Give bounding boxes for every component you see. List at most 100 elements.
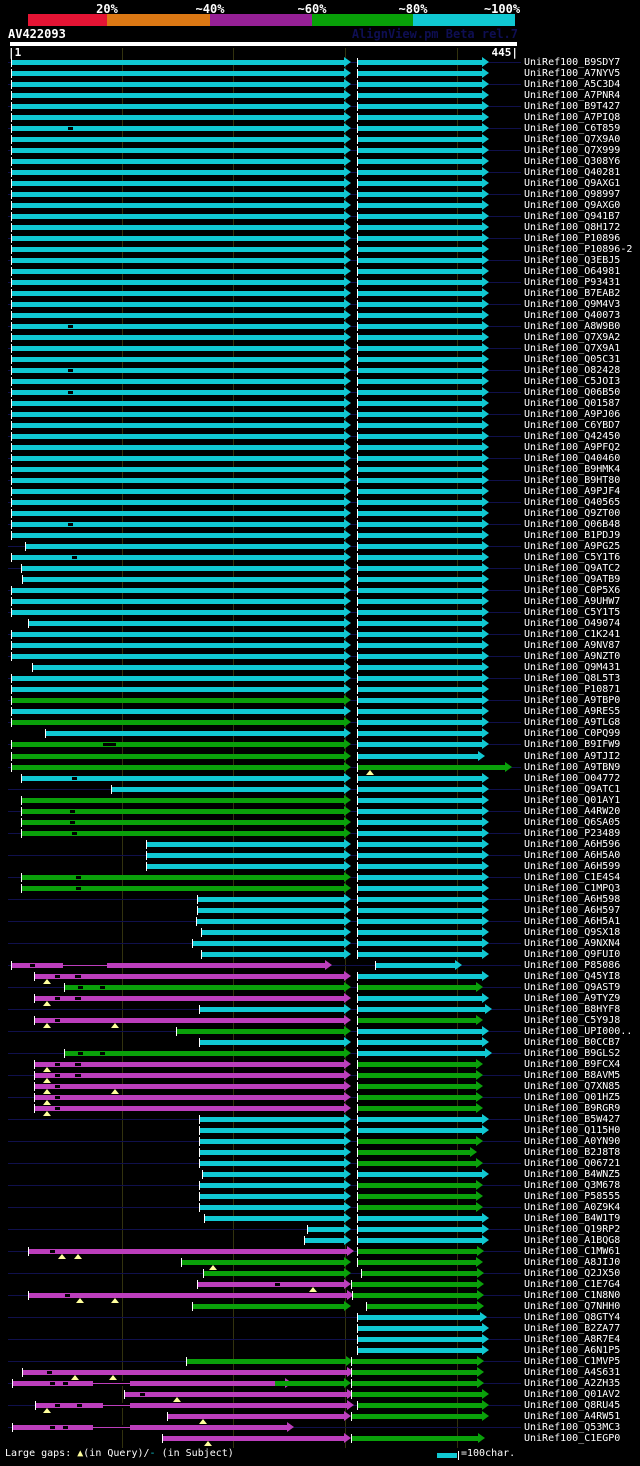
hit-label[interactable]: UniRef100_A8JIJ0 [524,1257,621,1268]
hsp-bar[interactable] [352,1392,482,1397]
hsp-bar[interactable] [12,632,344,637]
hsp-bar[interactable] [12,445,344,450]
hsp-bar[interactable] [358,489,482,494]
hsp-bar[interactable] [358,93,482,98]
hsp-bar[interactable] [358,1403,482,1408]
hsp-bar[interactable] [358,875,482,880]
hsp-bar[interactable] [358,1183,476,1188]
hit-label[interactable]: UniRef100_C6YBD7 [524,420,621,431]
hsp-bar[interactable] [12,93,344,98]
hsp-bar[interactable] [13,1381,285,1386]
hsp-bar[interactable] [202,930,344,935]
hsp-bar[interactable] [147,864,344,869]
hsp-bar[interactable] [12,742,344,747]
hit-label[interactable]: UniRef100_Q06721 [524,1158,621,1169]
hsp-bar[interactable] [29,621,344,626]
hit-label[interactable]: UniRef100_C1N8N0 [524,1290,621,1301]
hsp-bar[interactable] [358,500,482,505]
hsp-bar[interactable] [358,974,482,979]
hsp-bar[interactable] [358,864,482,869]
hit-label[interactable]: UniRef100_B9HT80 [524,475,621,486]
hsp-bar[interactable] [12,137,344,142]
hit-label[interactable]: UniRef100_A9UHW7 [524,596,621,607]
hit-label[interactable]: UniRef100_Q941B7 [524,211,621,222]
hsp-bar[interactable] [358,390,482,395]
hsp-bar[interactable] [358,1084,476,1089]
hit-label[interactable]: UniRef100_A6H596 [524,839,621,850]
hsp-bar[interactable] [12,313,344,318]
hit-label[interactable]: UniRef100_B2J8T8 [524,1147,621,1158]
hit-label[interactable]: UniRef100_P10896 [524,233,621,244]
hit-label[interactable]: UniRef100_A9TJI2 [524,751,621,762]
hit-label[interactable]: UniRef100_Q2JX50 [524,1268,621,1279]
hsp-bar[interactable] [12,765,344,770]
hsp-bar[interactable] [358,588,482,593]
hsp-bar[interactable] [358,1128,482,1133]
hit-label[interactable]: UniRef100_A9PJ06 [524,409,621,420]
hsp-bar[interactable] [22,798,344,803]
hsp-bar[interactable] [12,269,344,274]
hsp-bar[interactable] [12,676,344,681]
hsp-bar[interactable] [358,236,482,241]
hsp-bar[interactable] [203,1172,344,1177]
hsp-bar[interactable] [200,1183,344,1188]
hit-label[interactable]: UniRef100_C1MW61 [524,1246,621,1257]
hsp-bar[interactable] [362,1271,477,1276]
hit-label[interactable]: UniRef100_Q7X999 [524,145,621,156]
hsp-bar[interactable] [358,985,476,990]
hsp-bar[interactable] [26,544,344,549]
hsp-bar[interactable] [358,886,482,891]
hsp-bar[interactable] [200,1194,344,1199]
hit-label[interactable]: UniRef100_Q05C31 [524,354,621,365]
hsp-bar[interactable] [358,1172,482,1177]
hsp-bar[interactable] [358,654,482,659]
hsp-bar[interactable] [12,203,344,208]
hsp-bar[interactable] [358,247,482,252]
hit-label[interactable]: UniRef100_Q9SX18 [524,927,621,938]
hit-label[interactable]: UniRef100_B8HYF8 [524,1004,621,1015]
hsp-bar[interactable] [29,1293,347,1298]
hit-label[interactable]: UniRef100_A2ZH35 [524,1378,621,1389]
hit-label[interactable]: UniRef100_A0YN90 [524,1136,621,1147]
hit-label[interactable]: UniRef100_C5Y9J8 [524,1015,621,1026]
hsp-bar[interactable] [275,1381,344,1386]
hit-label[interactable]: UniRef100_A0Z9K4 [524,1202,621,1213]
hsp-bar[interactable] [22,566,344,571]
hsp-bar[interactable] [358,412,482,417]
hsp-bar[interactable] [358,555,482,560]
hit-label[interactable]: UniRef100_C5Y1T5 [524,607,621,618]
hit-label[interactable]: UniRef100_P10896-2 [524,244,633,255]
hsp-bar[interactable] [177,1029,344,1034]
hit-label[interactable]: UniRef100_C1MPQ3 [524,883,621,894]
hsp-bar[interactable] [46,731,344,736]
hsp-bar[interactable] [12,390,344,395]
hsp-bar[interactable] [33,665,344,670]
hsp-bar[interactable] [12,500,344,505]
hit-label[interactable]: UniRef100_A6H599 [524,861,621,872]
hsp-bar[interactable] [12,412,344,417]
hsp-bar[interactable] [35,1106,344,1111]
hit-label[interactable]: UniRef100_B9HMK4 [524,464,621,475]
hsp-bar[interactable] [200,1128,344,1133]
hsp-bar[interactable] [358,533,482,538]
hit-label[interactable]: UniRef100_Q01HZ5 [524,1092,621,1103]
hsp-bar[interactable] [65,1051,344,1056]
hit-label[interactable]: UniRef100_Q9FUI0 [524,949,621,960]
hsp-bar[interactable] [22,809,344,814]
hit-label[interactable]: UniRef100_P10871 [524,684,621,695]
hit-label[interactable]: UniRef100_A6H598 [524,894,621,905]
hit-label[interactable]: UniRef100_Q01AV2 [524,1389,621,1400]
hsp-bar[interactable] [12,467,344,472]
hsp-bar[interactable] [12,170,344,175]
hsp-bar[interactable] [358,192,482,197]
hsp-bar[interactable] [65,985,344,990]
hsp-bar[interactable] [352,1436,478,1441]
hsp-bar[interactable] [358,115,482,120]
hsp-bar[interactable] [358,159,482,164]
hit-label[interactable]: UniRef100_B0CCB7 [524,1037,621,1048]
hsp-bar[interactable] [358,996,482,1001]
hsp-bar[interactable] [147,842,344,847]
hsp-bar[interactable] [358,71,482,76]
hsp-bar[interactable] [358,346,482,351]
hit-label[interactable]: UniRef100_Q7X9A1 [524,343,621,354]
